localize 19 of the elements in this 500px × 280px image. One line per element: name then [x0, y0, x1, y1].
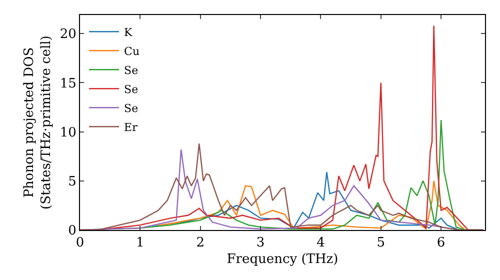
- legend-label: Se: [124, 64, 138, 77]
- x-tick-label: 3: [256, 236, 265, 251]
- y-tick-label: 10: [60, 125, 76, 140]
- legend-label: Se: [124, 102, 138, 115]
- y-tick-label: 15: [60, 76, 76, 92]
- legend-label: Se: [124, 82, 138, 96]
- legend-label: Er: [124, 120, 138, 134]
- legend-label: K: [124, 26, 134, 39]
- x-axis-title: Frequency (THz): [226, 252, 338, 268]
- x-tick-label: 1: [136, 236, 144, 251]
- y-axis-title: Phonon projected DOS (States/THz·primitive cell): [22, 35, 54, 210]
- y-tick-label: 0: [68, 224, 76, 239]
- y-tick-label: 20: [60, 27, 76, 42]
- x-tick-label: 2: [196, 236, 204, 251]
- x-tick-label: 6: [436, 236, 446, 251]
- y-tick-label: 5: [68, 174, 76, 190]
- legend-label: Cu: [124, 44, 140, 58]
- x-tick-label: 4: [316, 236, 325, 251]
- x-tick-label: 5: [376, 236, 386, 251]
